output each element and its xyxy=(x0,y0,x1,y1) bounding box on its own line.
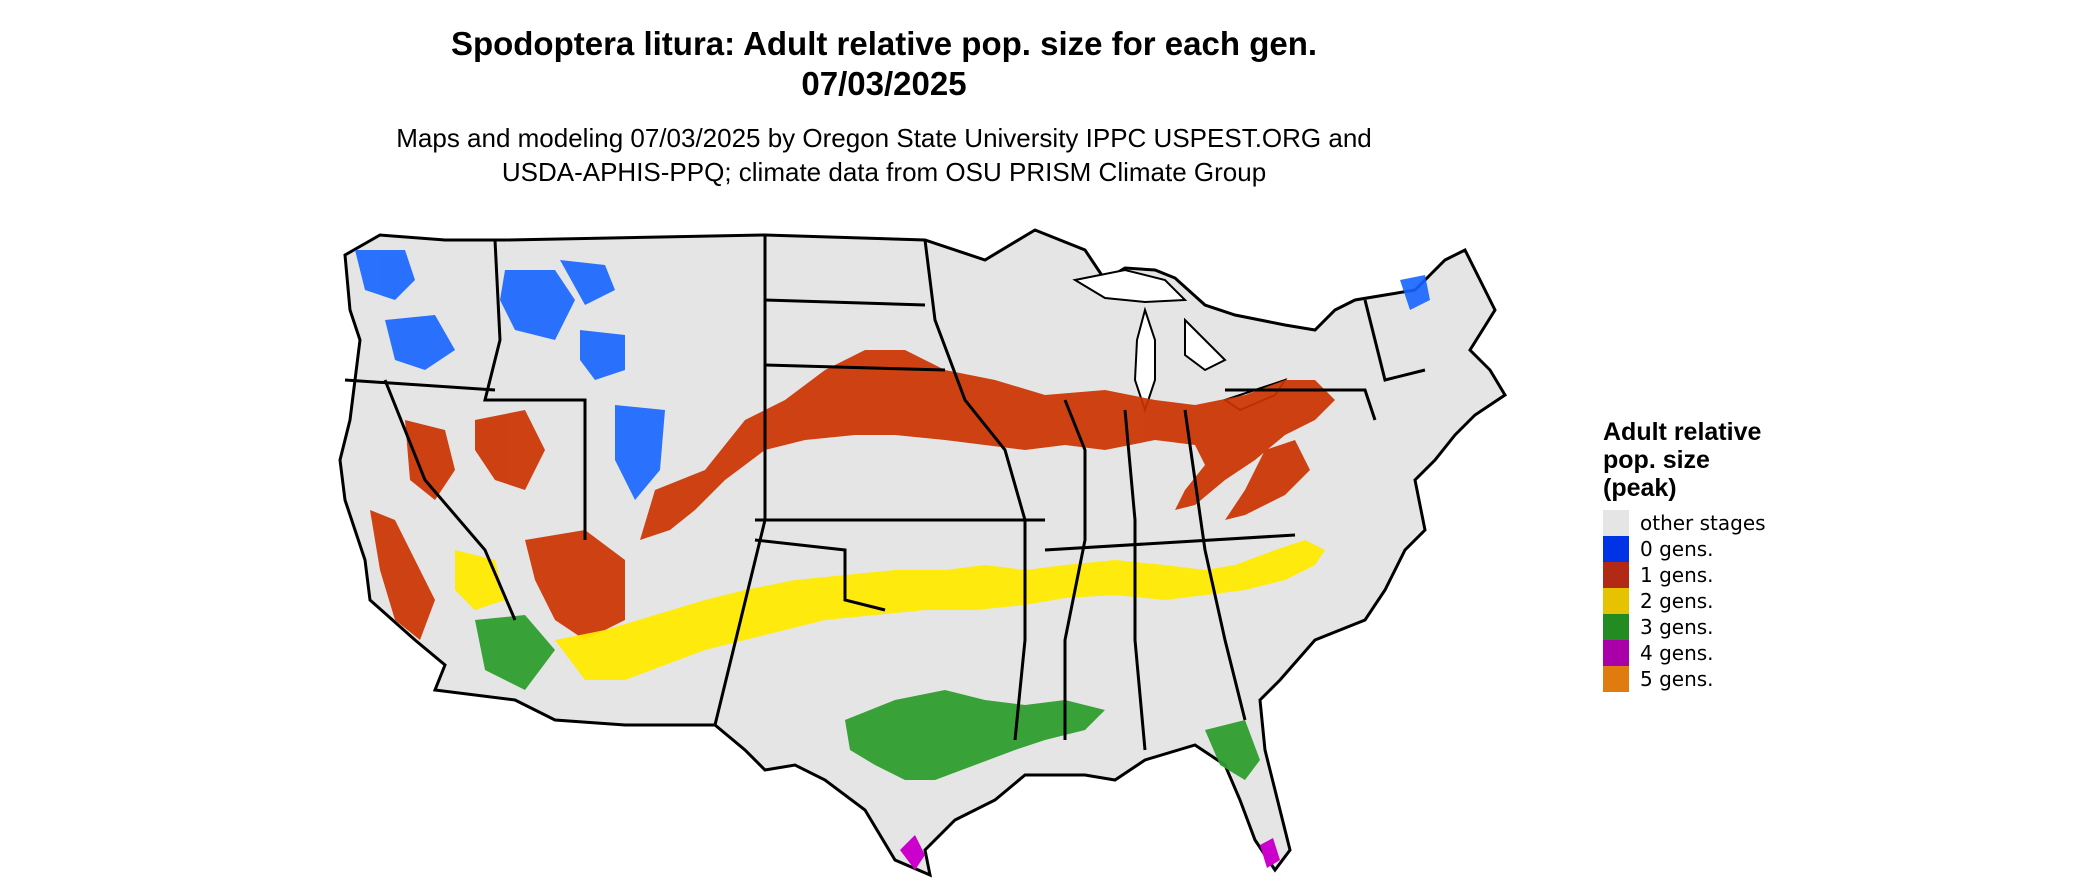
border-east-1 xyxy=(1225,388,1377,421)
zone-2-south-band xyxy=(555,540,1325,680)
zone-0-ne xyxy=(1400,275,1430,310)
legend-swatch xyxy=(1603,536,1629,562)
map-title-date: 07/03/2025 xyxy=(801,65,967,102)
legend-swatch xyxy=(1603,640,1629,666)
border-rockies-west xyxy=(483,239,587,540)
border-mississippi xyxy=(923,239,1027,741)
zone-0-or xyxy=(385,315,455,370)
zone-0-gens xyxy=(355,250,1430,500)
zone-3-gens xyxy=(475,615,1260,780)
us-map-svg xyxy=(338,228,1508,878)
state-borders xyxy=(344,235,1426,751)
legend-item-2-gens: 2 gens. xyxy=(1603,588,1803,614)
border-west-3 xyxy=(383,379,517,621)
zone-4-south-florida xyxy=(1260,838,1280,868)
border-midwest-2 xyxy=(1123,409,1147,751)
legend-item-1-gens: 1 gens. xyxy=(1603,562,1803,588)
legend-label: 2 gens. xyxy=(1640,589,1714,613)
zone-1-great-basin xyxy=(475,410,545,490)
zone-0-co xyxy=(615,405,665,500)
map-subtitle: Maps and modeling 07/03/2025 by Oregon S… xyxy=(0,121,1768,189)
legend-item-other: other stages xyxy=(1603,510,1803,536)
zone-3-arizona xyxy=(475,615,555,690)
zone-4-south-texas xyxy=(900,835,925,870)
border-tennessee-ky xyxy=(1044,533,1296,552)
us-land xyxy=(338,228,1508,878)
zone-0-wy xyxy=(580,330,625,380)
zone-4-gens xyxy=(900,835,1280,870)
lake-superior xyxy=(1072,268,1188,304)
legend-swatch xyxy=(1603,666,1629,692)
legend-title-line2: pop. size xyxy=(1603,446,1710,474)
legend-label: 0 gens. xyxy=(1640,537,1714,561)
zone-3-gulf-coast xyxy=(845,690,1105,780)
border-plains-north xyxy=(764,298,926,307)
legend-swatch xyxy=(1603,588,1629,614)
legend-title: Adult relative pop. size (peak) xyxy=(1603,418,1803,502)
border-plains-mid xyxy=(764,363,946,372)
zone-0-wa xyxy=(355,250,415,300)
legend-label: 3 gens. xyxy=(1640,615,1714,639)
zone-0-id xyxy=(500,270,575,340)
zone-1-utah-nv xyxy=(405,420,455,500)
map-subtitle-line1: Maps and modeling 07/03/2025 by Oregon S… xyxy=(396,123,1372,153)
legend-label: 5 gens. xyxy=(1640,667,1714,691)
zone-3-florida xyxy=(1205,720,1260,780)
legend-swatch xyxy=(1603,614,1629,640)
legend-label: other stages xyxy=(1640,511,1766,535)
border-midwest-3 xyxy=(1183,409,1247,721)
zone-0-mt xyxy=(560,260,615,305)
zone-1-gens xyxy=(370,350,1335,640)
zone-1-appalachian xyxy=(1225,440,1310,520)
legend-label: 4 gens. xyxy=(1640,641,1714,665)
legend-swatch xyxy=(1603,562,1629,588)
legend-title-line3: (peak) xyxy=(1603,474,1677,502)
us-map xyxy=(325,220,1585,892)
legend-item-3-gens: 3 gens. xyxy=(1603,614,1803,640)
legend-item-0-gens: 0 gens. xyxy=(1603,536,1803,562)
border-new-england xyxy=(1363,299,1426,382)
lake-huron xyxy=(1184,317,1227,372)
legend-item-4-gens: 4 gens. xyxy=(1603,640,1803,666)
map-title-species: Spodoptera litura: Adult relative pop. s… xyxy=(450,25,1318,62)
border-midwest-1 xyxy=(1063,399,1087,740)
border-west-2 xyxy=(344,378,496,392)
zone-1-southwest xyxy=(525,530,625,640)
border-texas xyxy=(754,538,886,612)
legend-item-5-gens: 5 gens. xyxy=(1603,666,1803,692)
legend-swatch xyxy=(1603,510,1629,536)
legend-title-line1: Adult relative xyxy=(1603,418,1762,446)
zone-1-california xyxy=(370,510,435,640)
legend-label: 1 gens. xyxy=(1640,563,1714,587)
legend-items: other stages 0 gens. 1 gens. 2 gens. 3 g… xyxy=(1603,510,1803,692)
zone-1-central-band xyxy=(640,350,1335,540)
map-title: Spodoptera litura: Adult relative pop. s… xyxy=(0,24,1768,104)
map-subtitle-line2: USDA-APHIS-PPQ; climate data from OSU PR… xyxy=(501,157,1267,187)
legend: Adult relative pop. size (peak) other st… xyxy=(1603,418,1803,692)
